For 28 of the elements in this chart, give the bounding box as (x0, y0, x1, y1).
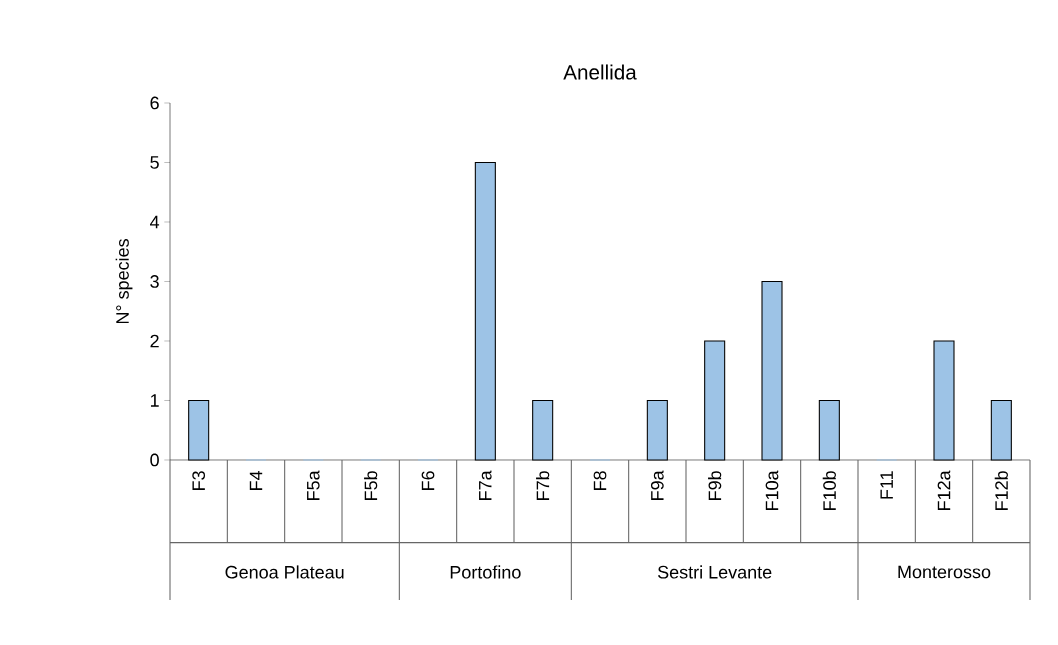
x-tick-label: F10b (822, 471, 836, 510)
y-tick-label: 5 (150, 156, 159, 169)
chart-title: Anellida (563, 64, 637, 80)
text: Genoa Plateau (225, 565, 344, 579)
x-tick-label: F6 (421, 471, 435, 490)
text: Sestri Levante (657, 565, 772, 579)
x-tick-label: F7b (536, 471, 550, 500)
text: Portofino (450, 565, 521, 579)
x-tick-label: F9b (708, 471, 722, 500)
x-tick-label: F3 (192, 471, 206, 490)
x-tick-label: F10a (765, 470, 779, 510)
y-tick-label: 2 (150, 334, 159, 348)
x-tick-label: F5a (307, 470, 320, 500)
y-tick-label: 3 (150, 275, 159, 288)
x-tick-label: F11 (880, 471, 893, 499)
text: Monterosso (898, 565, 991, 579)
y-tick-label: 0 (150, 453, 159, 467)
y-axis-title: N° species (115, 239, 133, 324)
x-tick-label: F5b (364, 471, 378, 500)
y-tick-label: 6 (150, 96, 159, 110)
y-tick-label: 1 (150, 394, 159, 407)
x-tick-label: F9a (650, 470, 664, 500)
x-tick-label: F4 (249, 470, 263, 490)
x-tick-label: F7a (479, 470, 492, 500)
x-tick-label: F8 (593, 471, 607, 490)
x-tick-label: F12b (994, 471, 1008, 510)
x-tick-label: F12a (937, 470, 951, 510)
y-tick-label: 4 (150, 215, 160, 229)
